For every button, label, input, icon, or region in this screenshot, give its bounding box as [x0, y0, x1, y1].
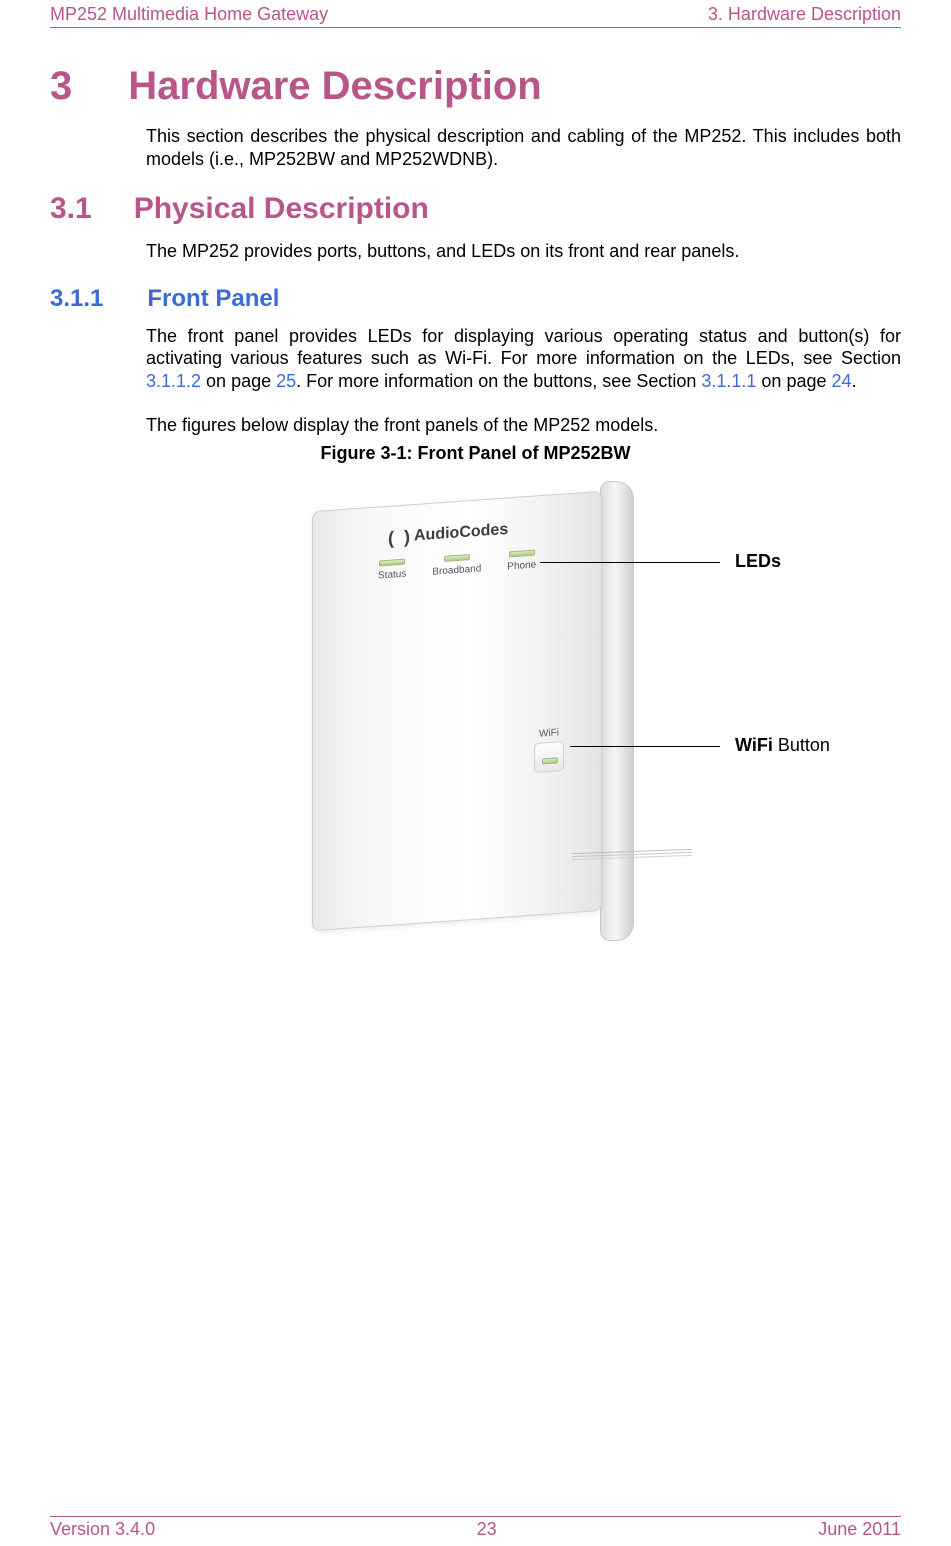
subsection-number: 3.1.1	[50, 285, 103, 313]
section-3-1-1-paragraph: The front panel provides LEDs for displa…	[146, 325, 901, 393]
chapter-heading: 3 Hardware Description	[50, 64, 901, 109]
chapter-number: 3	[50, 64, 72, 109]
header-left: MP252 Multimedia Home Gateway	[50, 4, 328, 25]
wifi-button-graphic	[534, 740, 564, 772]
footer-left: Version 3.4.0	[50, 1519, 155, 1540]
figure-caption: Figure 3-1: Front Panel of MP252BW	[50, 443, 901, 464]
page-footer: Version 3.4.0 23 June 2011	[50, 1516, 901, 1540]
section-title: Physical Description	[134, 192, 429, 226]
callout-wifi-bold: WiFi	[735, 735, 773, 755]
content-area: 3 Hardware Description This section desc…	[50, 28, 901, 956]
device-illustration: () AudioCodes Status Broadband	[312, 481, 662, 931]
callout-wifi: WiFi Button	[735, 735, 830, 756]
led-dot-icon	[444, 554, 470, 562]
p-mid2: . For more information on the buttons, s…	[296, 371, 701, 391]
callout-line-leds	[540, 562, 720, 563]
page-header: MP252 Multimedia Home Gateway 3. Hardwar…	[50, 0, 901, 28]
callout-wifi-rest: Button	[773, 735, 830, 755]
figure-3-1: () AudioCodes Status Broadband	[50, 476, 901, 956]
section-3-1-1-line2: The figures below display the front pane…	[146, 414, 901, 437]
logo-mark-icon: ()	[390, 527, 408, 546]
footer-right: June 2011	[818, 1519, 901, 1540]
callout-line-wifi	[570, 746, 720, 747]
callout-leds: LEDs	[735, 551, 781, 572]
intro-paragraph: This section describes the physical desc…	[146, 125, 901, 170]
p-end: .	[852, 371, 857, 391]
xref-page-25[interactable]: 25	[276, 371, 296, 391]
section-3-1-1-heading: 3.1.1 Front Panel	[50, 285, 901, 313]
led-phone-label: Phone	[507, 559, 536, 572]
led-status: Status	[378, 558, 406, 581]
section-3-1-body: The MP252 provides ports, buttons, and L…	[146, 240, 901, 263]
p-pre: The front panel provides LEDs for displa…	[146, 326, 901, 369]
section-number: 3.1	[50, 192, 92, 226]
p-mid1: on page	[201, 371, 276, 391]
wifi-label: WiFi	[534, 726, 564, 739]
led-phone: Phone	[507, 549, 536, 572]
xref-section-3-1-1-2[interactable]: 3.1.1.2	[146, 371, 201, 391]
led-status-label: Status	[378, 568, 406, 581]
led-dot-icon	[509, 549, 535, 557]
subsection-title: Front Panel	[147, 285, 279, 313]
led-broadband: Broadband	[432, 553, 481, 577]
xref-section-3-1-1-1[interactable]: 3.1.1.1	[701, 371, 756, 391]
led-dot-icon	[379, 558, 405, 566]
device-right-edge	[600, 481, 634, 941]
chapter-title: Hardware Description	[128, 64, 541, 109]
p-mid3: on page	[756, 371, 831, 391]
wifi-block: WiFi	[534, 726, 564, 772]
section-3-1-heading: 3.1 Physical Description	[50, 192, 901, 226]
footer-center: 23	[477, 1519, 497, 1540]
xref-page-24[interactable]: 24	[832, 371, 852, 391]
header-right: 3. Hardware Description	[708, 4, 901, 25]
callout-leds-bold: LEDs	[735, 551, 781, 571]
